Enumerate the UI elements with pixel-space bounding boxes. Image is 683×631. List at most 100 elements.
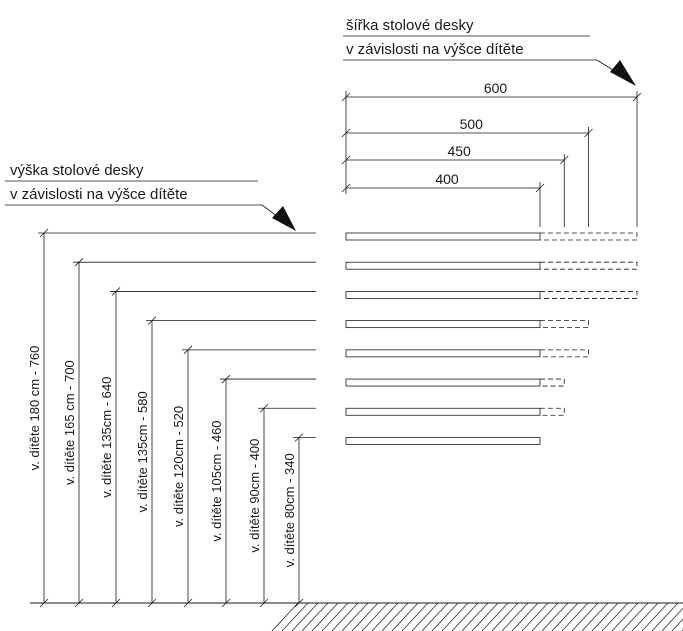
floor-hatch bbox=[331, 602, 359, 631]
tabletop-extension-dashed bbox=[540, 407, 565, 416]
floor-hatch bbox=[621, 602, 649, 631]
width-dim-label: 500 bbox=[460, 116, 484, 132]
tabletop-solid bbox=[345, 291, 541, 299]
tabletop-340 bbox=[345, 437, 541, 445]
tabletop-400 bbox=[345, 407, 565, 416]
floor-hatch bbox=[311, 602, 339, 631]
floor-hatch bbox=[491, 602, 519, 631]
height-dim-700: v. dítěte 165 cm - 700 bbox=[62, 257, 316, 608]
floor-hatch bbox=[591, 602, 619, 631]
width-label-line2: v závislosti na výšce dítěte bbox=[346, 41, 524, 58]
height-dim-760: v. dítěte 180 cm - 760 bbox=[27, 228, 316, 608]
width-dim-600: 600 bbox=[341, 80, 642, 227]
floor-hatch bbox=[451, 602, 479, 631]
tabletop-700 bbox=[345, 261, 638, 270]
tabletop-460 bbox=[345, 378, 565, 387]
width-dim-label: 400 bbox=[435, 171, 459, 187]
tabletop-580 bbox=[345, 320, 589, 329]
floor bbox=[30, 602, 683, 631]
height-leader: výška stolové desky v závislosti na výšc… bbox=[5, 162, 296, 231]
width-dimensions: 600 500 450 400 bbox=[341, 80, 642, 227]
tabletop-extension-dashed bbox=[540, 349, 589, 358]
height-dim-580: v. dítěte 135cm - 580 bbox=[135, 316, 316, 608]
floor-hatch bbox=[351, 602, 379, 631]
floor-hatch bbox=[661, 607, 683, 631]
floor-hatch bbox=[611, 602, 639, 631]
height-dim-640: v. dítěte 135cm - 640 bbox=[99, 287, 316, 608]
floor-hatch bbox=[441, 602, 469, 631]
floor-hatch bbox=[551, 602, 579, 631]
tabletop-extension-dashed bbox=[540, 291, 638, 299]
tabletops bbox=[345, 232, 638, 445]
floor-hatch bbox=[321, 602, 349, 631]
height-dim-label: v. dítěte 165 cm - 700 bbox=[62, 360, 77, 485]
floor-hatch bbox=[581, 602, 609, 631]
height-dim-label: v. dítěte 90cm - 400 bbox=[247, 439, 262, 553]
floor-hatch bbox=[341, 602, 369, 631]
tabletop-solid bbox=[345, 378, 541, 387]
tabletop-extension-dashed bbox=[540, 232, 638, 241]
floor-hatch bbox=[361, 602, 389, 631]
floor-hatch bbox=[501, 602, 529, 631]
floor-hatch bbox=[381, 602, 409, 631]
floor-hatch bbox=[601, 602, 629, 631]
floor-hatch bbox=[401, 602, 429, 631]
floor-hatch bbox=[561, 602, 589, 631]
floor-hatch bbox=[301, 602, 329, 631]
floor-hatch bbox=[291, 602, 319, 631]
height-dim-460: v. dítěte 105cm - 460 bbox=[209, 374, 316, 608]
floor-hatch bbox=[631, 602, 659, 631]
width-arrowhead-icon bbox=[610, 60, 636, 86]
height-dim-340: v. dítěte 80cm - 340 bbox=[282, 433, 316, 608]
floor-hatch bbox=[521, 602, 549, 631]
floor-hatch bbox=[671, 618, 683, 631]
floor-hatch bbox=[511, 602, 539, 631]
tabletop-solid bbox=[345, 232, 541, 241]
height-dim-label: v. dítěte 80cm - 340 bbox=[282, 453, 297, 567]
tabletop-640 bbox=[345, 291, 638, 299]
height-dim-label: v. dítěte 105cm - 460 bbox=[209, 420, 224, 541]
tabletop-extension-dashed bbox=[540, 378, 565, 387]
tabletop-760 bbox=[345, 232, 638, 241]
height-dim-520: v. dítěte 120cm - 520 bbox=[171, 345, 316, 608]
floor-hatch bbox=[391, 602, 419, 631]
width-dim-label: 600 bbox=[484, 80, 508, 96]
width-dim-500: 500 bbox=[341, 116, 593, 227]
height-dimensions: v. dítěte 180 cm - 760 v. dítěte 165 cm -… bbox=[27, 228, 316, 608]
floor-hatch bbox=[411, 602, 439, 631]
tabletop-520 bbox=[345, 349, 589, 358]
floor-hatch bbox=[421, 602, 449, 631]
tabletop-extension-dashed bbox=[540, 320, 589, 329]
floor-hatch bbox=[461, 602, 489, 631]
floor-hatch bbox=[271, 602, 299, 631]
height-dim-label: v. dítěte 135cm - 640 bbox=[99, 377, 114, 498]
tabletop-solid bbox=[345, 437, 541, 445]
floor-hatch bbox=[471, 602, 499, 631]
floor-hatch bbox=[281, 602, 309, 631]
height-dim-label: v. dítěte 180 cm - 760 bbox=[27, 346, 42, 471]
height-arrowhead-icon bbox=[272, 206, 296, 231]
width-dim-400: 400 bbox=[341, 171, 545, 227]
height-dim-400: v. dítěte 90cm - 400 bbox=[247, 403, 316, 608]
floor-hatch bbox=[571, 602, 599, 631]
tabletop-solid bbox=[345, 407, 541, 416]
floor-hatch bbox=[641, 602, 669, 631]
height-dim-label: v. dítěte 135cm - 580 bbox=[135, 391, 150, 512]
floor-hatch bbox=[431, 602, 459, 631]
height-dim-label: v. dítěte 120cm - 520 bbox=[171, 406, 186, 527]
width-dim-450: 450 bbox=[341, 143, 569, 227]
width-dim-label: 450 bbox=[447, 143, 471, 159]
width-label-line1: šířka stolové desky bbox=[346, 17, 474, 34]
height-label-line2: v závislosti na výšce dítěte bbox=[10, 186, 188, 203]
floor-hatch bbox=[541, 602, 569, 631]
floor-hatch bbox=[481, 602, 509, 631]
tabletop-solid bbox=[345, 349, 541, 358]
height-label-line1: výška stolové desky bbox=[10, 162, 144, 179]
floor-hatch bbox=[371, 602, 399, 631]
floor-hatch bbox=[651, 602, 679, 631]
tabletop-solid bbox=[345, 261, 541, 270]
floor-hatch bbox=[531, 602, 559, 631]
tabletop-extension-dashed bbox=[540, 261, 638, 270]
width-leader: šířka stolové desky v závislosti na výšc… bbox=[343, 17, 636, 86]
